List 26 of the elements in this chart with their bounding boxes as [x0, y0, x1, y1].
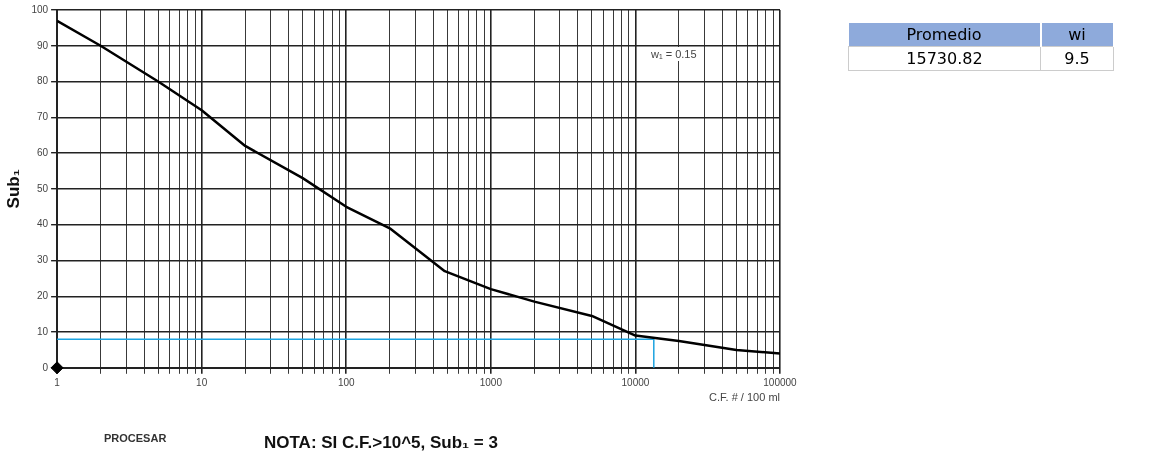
- x-tick-label: 10000: [621, 376, 650, 388]
- y-tick-label: 10: [36, 325, 49, 337]
- y-tick-label: 0: [42, 361, 49, 373]
- text: NOTA: SI C.F.>10^5, Sub₁ = 3: [264, 433, 498, 453]
- y-tick-label: 90: [36, 39, 49, 51]
- x-tick-label: 1000: [479, 376, 503, 388]
- x-tick-label: 1: [54, 376, 61, 388]
- x-axis-title: C.F. # / 100 ml: [709, 391, 780, 404]
- category-label: wi: [1040, 23, 1114, 47]
- y-tick-label: 70: [36, 111, 49, 123]
- y-tick-label: 20: [36, 289, 49, 301]
- data-label: 9.5: [1040, 46, 1114, 71]
- y-axis-title: Sub₁: [3, 169, 23, 209]
- y-tick-label: 60: [36, 146, 49, 158]
- x-tick-label: 10: [196, 376, 208, 388]
- y-tick-label: 50: [36, 182, 49, 194]
- y-tick-label: 40: [36, 218, 49, 230]
- text: PROCESAR: [104, 432, 167, 444]
- x-tick-label: 100000: [763, 376, 798, 388]
- y-tick-label: 80: [36, 75, 49, 87]
- data-label: 15730.82: [848, 46, 1041, 71]
- category-label: Promedio: [848, 23, 1041, 47]
- annotation: w₁ = 0.15: [646, 47, 702, 61]
- y-tick-label: 30: [36, 254, 49, 266]
- x-tick-label: 100: [337, 376, 356, 388]
- y-tick-label: 100: [31, 3, 49, 15]
